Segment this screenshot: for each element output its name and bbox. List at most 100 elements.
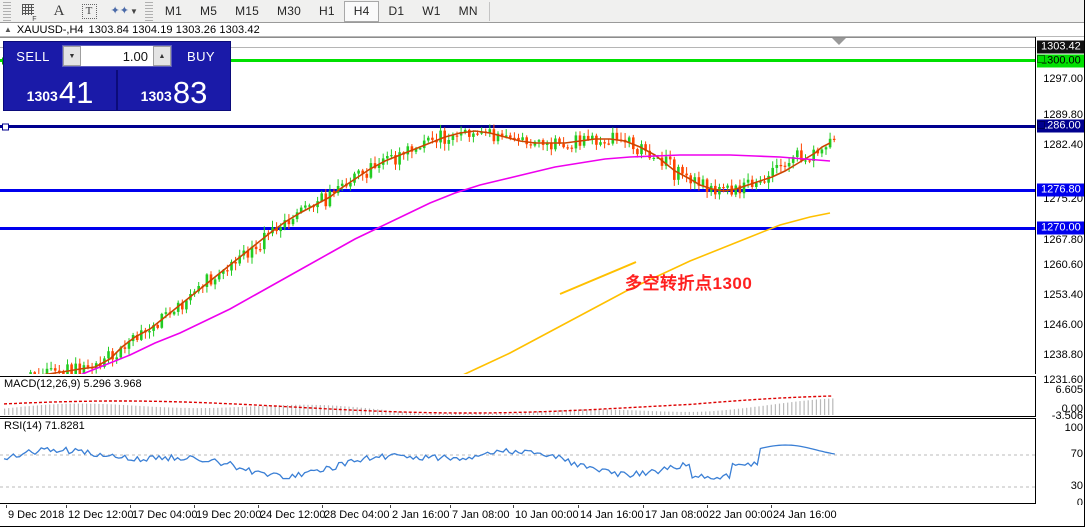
axis-label-1238: 1238.80 xyxy=(1043,349,1083,361)
time-axis-label: 12 Dec 12:00 xyxy=(68,509,134,521)
main-toolbar: A T ✦✦ ▼ M1 M5 M15 M30 H1 H4 D1 W1 MN xyxy=(0,0,1084,23)
ma-line-1 xyxy=(80,154,831,374)
text-box-icon[interactable]: T xyxy=(74,1,104,22)
bid-price[interactable]: 1303 41 xyxy=(4,70,116,110)
chart-annotation-text: 多空转折点1300 xyxy=(625,274,753,293)
axis-label-rsi-100: 100 xyxy=(1064,422,1083,434)
time-tick xyxy=(66,505,67,508)
ma-line-2 xyxy=(463,212,831,374)
time-tick xyxy=(643,505,644,508)
time-axis-label: 14 Jan 16:00 xyxy=(580,509,644,521)
objects-icon[interactable]: ✦✦ xyxy=(110,4,129,17)
time-axis-label: 7 Jan 08:00 xyxy=(452,509,510,521)
axis-label-1246: 1246.00 xyxy=(1043,319,1083,331)
volume-stepper[interactable]: ▼ 1.00 ▲ xyxy=(62,45,172,67)
time-axis-label: 24 Jan 16:00 xyxy=(773,509,837,521)
macd-series xyxy=(3,395,834,415)
candlestick-series xyxy=(29,124,836,374)
time-tick xyxy=(258,505,259,508)
one-click-trading-panel[interactable]: SELL ▼ 1.00 ▲ BUY 1303 41 1303 83 xyxy=(3,41,231,111)
axis-label-rsi-70: 70 xyxy=(1070,448,1083,460)
axis-label-1297: 1297.00 xyxy=(1043,73,1083,85)
bid-price-prefix: 1303 xyxy=(26,88,58,104)
current-price-line xyxy=(0,47,1035,48)
axis-label-macd-zero: 0.00 xyxy=(1061,403,1083,415)
crosshair-icon[interactable] xyxy=(14,1,44,23)
level-line-1276[interactable] xyxy=(0,189,1035,192)
axis-label-1260: 1260.60 xyxy=(1043,259,1083,271)
axis-label-rsi-0: 0 xyxy=(1076,497,1083,509)
axis-marker-1286[interactable] xyxy=(1037,121,1045,129)
rsi-series xyxy=(0,444,1035,488)
time-tick xyxy=(450,505,451,508)
pane-top-rule xyxy=(0,37,1035,38)
symbol-ohlc: 1303.84 1304.19 1303.26 1303.42 xyxy=(88,23,260,36)
time-axis-label: 2 Jan 16:00 xyxy=(392,509,450,521)
time-tick xyxy=(194,505,195,508)
text-label-icon[interactable]: A xyxy=(53,2,65,19)
axis-label-rsi-30: 30 xyxy=(1070,480,1083,492)
time-tick xyxy=(130,505,131,508)
trade-panel-header: SELL ▼ 1.00 ▲ BUY xyxy=(4,42,230,70)
toolbar-separator xyxy=(488,1,490,21)
level-anchor-1286[interactable] xyxy=(2,123,9,130)
axis-marker-1300[interactable] xyxy=(1037,55,1045,63)
timeframe-d1[interactable]: D1 xyxy=(388,4,405,18)
macd-pane[interactable]: MACD(12,26,9) 5.296 3.968 xyxy=(0,376,1036,417)
time-tick xyxy=(707,505,708,508)
time-tick xyxy=(6,505,7,508)
timeframe-h4[interactable]: H4 xyxy=(343,0,380,22)
axis-label-macd-min: -3.506 xyxy=(1051,410,1083,422)
macd-label: MACD(12,26,9) 5.296 3.968 xyxy=(4,378,142,390)
time-axis[interactable]: 9 Dec 2018 12 Dec 12:00 17 Dec 04:00 19 Dec… xyxy=(0,505,1084,526)
symbol-info-bar: ▲ XAUUSD-,H4 1303.84 1304.19 1303.26 130… xyxy=(0,23,1084,37)
timeframe-h1[interactable]: H1 xyxy=(318,4,335,18)
volume-input[interactable]: 1.00 xyxy=(81,46,153,66)
timeframe-group-grip[interactable] xyxy=(144,1,153,21)
time-axis-label: 28 Dec 04:00 xyxy=(324,509,390,521)
axis-label-current: 1303.42 xyxy=(1037,40,1084,54)
volume-decrease-button[interactable]: ▼ xyxy=(63,46,81,66)
timeframe-w1[interactable]: W1 xyxy=(422,4,441,18)
time-tick xyxy=(390,505,391,508)
axis-label-1286: 1286.00 xyxy=(1037,119,1084,133)
timeframe-m30[interactable]: M30 xyxy=(277,4,301,18)
trade-panel-quotes: 1303 41 1303 83 xyxy=(4,70,230,110)
timeframe-m5[interactable]: M5 xyxy=(200,4,218,18)
axis-label-macd-max: 6.605 xyxy=(1055,384,1083,396)
time-axis-label: 19 Dec 20:00 xyxy=(196,509,262,521)
symbol-name: XAUUSD-,H4 xyxy=(16,23,84,36)
time-axis-label: 22 Jan 00:00 xyxy=(709,509,773,521)
sell-button[interactable]: SELL xyxy=(16,48,50,64)
time-axis-label: 17 Dec 04:00 xyxy=(132,509,198,521)
axis-label-1267: 1267.80 xyxy=(1043,234,1083,246)
ask-price-pips: 83 xyxy=(172,75,208,110)
level-line-1270[interactable] xyxy=(0,227,1035,230)
chart-area[interactable]: 多空转折点1300 MACD(12,26,9) 5.296 3.968 RSI(… xyxy=(0,37,1084,526)
objects-dropdown-caret[interactable]: ▼ xyxy=(130,6,138,16)
time-tick xyxy=(513,505,514,508)
bid-price-pips: 41 xyxy=(58,75,94,110)
ask-price[interactable]: 1303 83 xyxy=(118,70,230,110)
buy-button[interactable]: BUY xyxy=(187,48,215,64)
price-axis[interactable]: 1303.42 1300.00 1297.00 1289.80 1286.00 … xyxy=(1036,37,1084,515)
axis-label-1300: 1300.00 xyxy=(1037,54,1084,68)
timeframe-m15[interactable]: M15 xyxy=(235,4,260,18)
collapse-icon[interactable]: ▲ xyxy=(4,25,12,34)
time-tick xyxy=(322,505,323,508)
timeframe-m1[interactable]: M1 xyxy=(164,4,182,18)
rsi-pane[interactable]: RSI(14) 71.8281 xyxy=(0,418,1036,504)
axis-label-1253: 1253.40 xyxy=(1043,289,1083,301)
timeframe-mn[interactable]: MN xyxy=(458,4,478,18)
level-line-1286[interactable] xyxy=(0,123,1035,130)
ask-price-prefix: 1303 xyxy=(140,88,172,104)
time-tick xyxy=(578,505,579,508)
axis-label-1276: 1276.80 xyxy=(1037,183,1084,197)
volume-increase-button[interactable]: ▲ xyxy=(153,46,171,66)
toolbar-grip[interactable] xyxy=(3,1,11,21)
rsi-label: RSI(14) 71.8281 xyxy=(4,420,85,432)
axis-label-1231: 1231.60 xyxy=(1043,374,1083,386)
time-axis-label: 10 Jan 00:00 xyxy=(515,509,579,521)
ma-line-0 xyxy=(43,130,831,374)
